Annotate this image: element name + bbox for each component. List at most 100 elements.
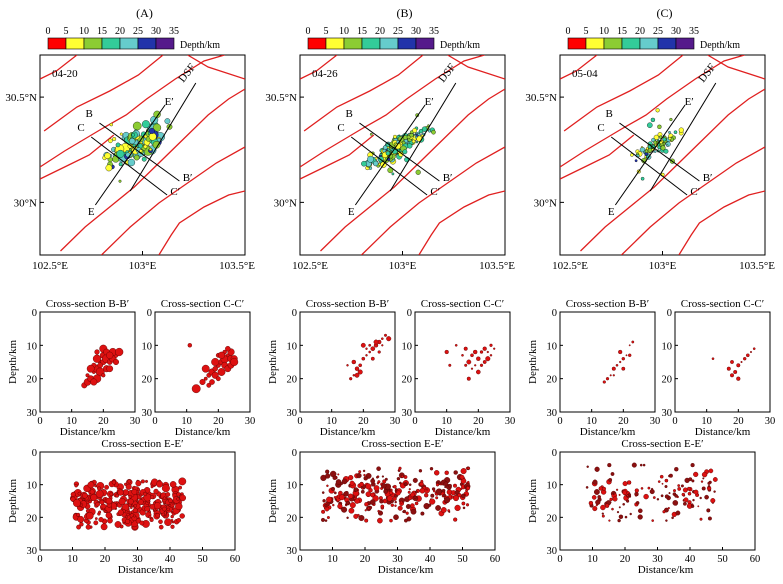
y-tick-label: 20 [547,513,558,524]
hypocenter [348,493,354,499]
earthquake-epicenter [379,153,383,156]
hypocenter [365,347,368,350]
x-tick-label: 20 [98,416,109,427]
y-tick-label: 20 [142,375,153,386]
panel-label: (B) [397,6,413,20]
y-axis-label: Depth/km [267,340,279,384]
profile-label-c: C [77,122,84,134]
x-tick-label: 0 [557,554,562,565]
colorbar-swatch [343,37,363,50]
hypocenter [701,471,708,478]
hypocenter [610,472,615,476]
earthquake-epicenter [644,149,649,153]
hypocenter [479,350,484,354]
hypocenter [99,499,105,505]
x-tick-label: 30 [765,416,776,427]
hypocenter [635,494,637,497]
hypocenter [356,473,362,479]
cross-section-small-2: Cross-section C-C′0 10 20 300102030Distance… [142,298,256,438]
hypocenter [424,493,429,498]
earthquake-epicenter [668,131,671,134]
hypocenter [707,481,711,485]
hypocenter [326,516,330,520]
hypocenter [363,476,368,481]
profile-label-c-prime: C′ [170,186,180,198]
hypocenter [667,507,670,510]
hypocenter [361,356,366,361]
earthquake-epicenter [373,160,379,167]
hypocenter [466,376,471,381]
y-tick-label: 30.5°N [525,92,557,104]
hypocenter [467,466,471,470]
hypocenter [395,490,398,493]
colorbar-title: Depth/km [180,40,220,51]
hypocenter [211,358,220,367]
hypocenter [378,510,384,516]
hypocenter [343,491,349,497]
hypocenter [360,342,366,348]
hypocenter [358,363,363,368]
colorbar-tick-label: 5 [584,26,589,37]
hypocenter [101,373,106,378]
x-tick-label: 30 [650,416,661,427]
hypocenter [98,510,102,514]
hypocenter [389,518,393,523]
hypocenter [683,501,687,506]
hypocenter [90,494,98,502]
colorbar-swatch [155,37,175,50]
earthquake-epicenter [657,124,662,129]
earthquake-epicenter [678,127,684,133]
x-tick-label: 103°E [389,260,417,272]
x-tick-label: 40 [425,554,436,565]
hypocenter [625,499,630,503]
earthquake-epicenter [409,133,414,138]
colorbar-tick-label: 15 [97,26,107,37]
hypocenter [375,475,379,479]
hypocenter [333,496,337,499]
hypocenter [473,349,478,355]
hypocenter [419,481,424,487]
hypocenter [119,524,124,529]
y-tick-label: 30 [547,408,558,419]
y-tick-label: 30°N [14,197,37,209]
colorbar-swatch [361,37,381,50]
hypocenter [127,479,132,484]
hypocenter [70,491,76,497]
hypocenter [665,519,668,522]
x-tick-label: 10 [587,554,598,565]
hypocenter [203,376,208,381]
hypocenter [612,496,618,502]
y-tick-label: 30 [287,408,298,419]
hypocenter [683,497,689,503]
hypocenter [704,494,709,500]
hypocenter [426,488,429,491]
fault-trace [40,55,225,168]
hypocenter [454,504,461,512]
cross-section-frame [559,311,656,413]
earthquake-epicenter [653,134,659,140]
profile-label-c-prime: C′ [430,186,440,198]
y-tick-label: 30 [402,408,413,419]
x-tick-label: 0 [412,416,417,427]
hypocenter [324,519,328,522]
hypocenter [489,343,493,347]
cross-section-small-6: Cross-section C-C′0 10 20 300102030Distance… [662,298,776,438]
hypocenter [136,488,140,492]
earthquake-epicenter [634,159,638,163]
hypocenter [117,509,124,516]
hypocenter [153,488,159,495]
hypocenter [594,466,600,472]
x-tick-label: 30 [390,416,401,427]
cross-section-long-2: Cross-section E-E′0 10 20 30 40 50 600102030Di… [267,438,500,576]
y-tick-label: 10 [287,481,298,492]
colorbar-tick-label: 35 [429,26,439,37]
x-tick-label: 20 [358,416,369,427]
panel-label: (C) [657,6,673,20]
hypocenter [479,363,484,367]
hypocenter [129,506,133,510]
x-tick-label: 50 [457,554,468,565]
y-axis-label: Depth/km [267,479,279,523]
earthquake-epicenter [662,137,667,142]
earthquake-epicenter [129,138,136,145]
